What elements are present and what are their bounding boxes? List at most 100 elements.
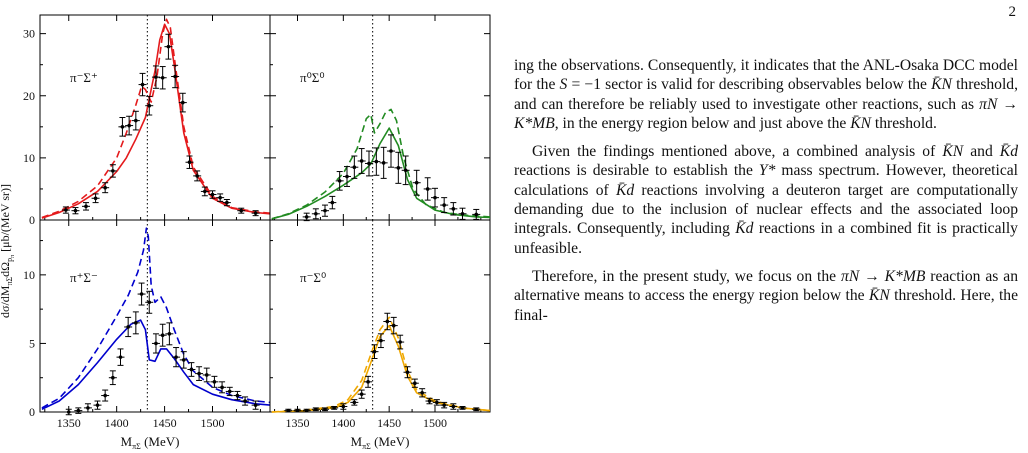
data-point (124, 316, 133, 338)
x-axis-label-main: M (351, 434, 363, 449)
data-point (165, 322, 174, 346)
paragraph-3: Therefore, in the present study, we focu… (514, 267, 1019, 324)
data-point (237, 207, 246, 214)
data-point (302, 408, 311, 413)
x-axis-label-left: MπΣ (MeV) (121, 434, 180, 451)
data-point (202, 367, 211, 383)
data-point (200, 186, 209, 197)
data-point (458, 207, 467, 220)
data-point (328, 195, 337, 210)
panel-frame (269, 219, 491, 413)
panel-frame (269, 14, 491, 221)
data-point (138, 72, 147, 97)
data-point (101, 389, 110, 402)
data-point (472, 407, 481, 412)
data-point (401, 155, 410, 186)
curve-solid (41, 319, 271, 411)
curve-solid (271, 127, 491, 220)
data-point (208, 190, 217, 199)
data-point (216, 193, 225, 202)
data-point (241, 396, 250, 406)
y-axis-label-sub2: p (5, 258, 14, 262)
x-tick-label: 1400 (105, 416, 129, 430)
data-point (379, 146, 388, 179)
data-point (251, 400, 260, 410)
data-point (151, 65, 160, 89)
data-point (74, 407, 83, 414)
data-point (389, 316, 398, 335)
data-point (179, 351, 188, 369)
data-point (171, 64, 180, 89)
x-tick-label: 1350 (286, 416, 310, 430)
data-point (432, 399, 441, 406)
data-point (172, 347, 181, 368)
curve-dashed (41, 227, 271, 409)
data-point (376, 333, 385, 349)
data-point (350, 155, 359, 179)
data-point (440, 401, 449, 409)
data-point (158, 66, 167, 90)
data-point (350, 399, 359, 406)
data-point (339, 403, 348, 410)
panel-pi0-sig0: π⁰Σ⁰ (269, 14, 491, 222)
data-point (64, 408, 73, 416)
y-tick-label: 0 (29, 405, 35, 419)
panel-title: π⁻Σ⁺ (70, 70, 98, 85)
data-point (372, 147, 381, 176)
data-point (233, 390, 242, 401)
y-tick-label: 0 (29, 213, 35, 227)
data-point (61, 206, 70, 214)
panel-title: π⁰Σ⁰ (300, 70, 325, 85)
x-tick-label: 1350 (57, 416, 81, 430)
data-point (370, 344, 379, 360)
data-point (164, 33, 173, 60)
paragraph-2: Given the findings mentioned above, a co… (514, 143, 1018, 257)
data-point (387, 134, 395, 168)
x-tick-label: 1500 (423, 416, 447, 430)
x-axis-label-main: M (121, 434, 133, 449)
curve-dashed (271, 316, 491, 413)
x-tick-label: 1400 (331, 416, 355, 430)
curve-dashed (41, 18, 271, 219)
x-axis-label-unit: (MeV) (371, 434, 410, 449)
data-point (458, 406, 467, 410)
x-tick-label: 1450 (153, 416, 177, 430)
data-point (431, 187, 439, 208)
data-point (343, 166, 351, 187)
data-point (116, 348, 125, 366)
data-point (396, 334, 405, 350)
x-tick-label: 1500 (201, 416, 225, 430)
y-tick-label: 10 (23, 151, 35, 165)
data-point (158, 323, 167, 347)
x-axis-label-sub: πΣ (132, 442, 141, 451)
data-point (131, 110, 140, 131)
data-point (108, 370, 117, 386)
data-point (321, 407, 329, 412)
y-tick-label: 10 (23, 268, 35, 282)
panel-frame (39, 219, 271, 413)
data-point (222, 199, 231, 207)
curve-dashed (271, 108, 491, 220)
curve-solid (41, 23, 271, 219)
data-point (131, 311, 140, 335)
data-point (423, 177, 432, 201)
data-point (187, 362, 196, 377)
panel-pim-sigp: 0 10 20 30 π⁻Σ⁺ (23, 14, 271, 227)
panel-title: π⁺Σ⁻ (70, 270, 98, 285)
x-axis-label-sub: πΣ (362, 442, 371, 451)
data-point (335, 171, 344, 191)
panel-frame (39, 14, 271, 221)
data-point (145, 95, 154, 116)
panel-title: π⁻Σ⁰ (300, 270, 326, 285)
data-point (321, 204, 329, 217)
data-point (403, 366, 412, 379)
data-point (193, 170, 202, 182)
data-point (357, 148, 366, 174)
page-number: 2 (1008, 4, 1017, 20)
data-point (440, 197, 449, 214)
data-point (357, 389, 366, 399)
data-point (311, 208, 320, 220)
y-axis-label-mid: dΩ (0, 262, 12, 277)
y-axis-label-main: dσ/dM (0, 285, 12, 318)
